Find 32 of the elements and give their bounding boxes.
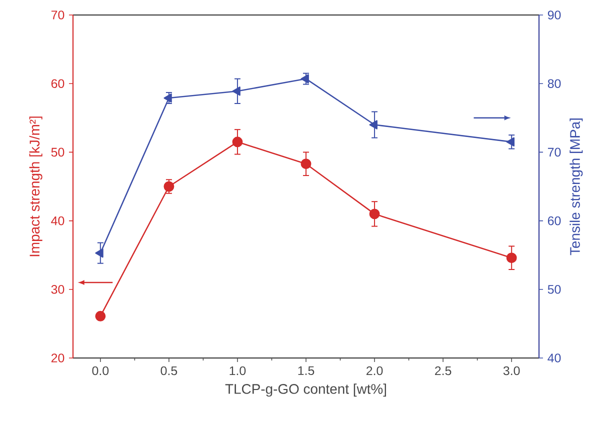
point (95, 248, 104, 258)
x-tick-label: 2.0 (366, 366, 383, 376)
x-tick-label: 0.0 (92, 366, 109, 376)
y-tick-label: 50 (51, 148, 64, 157)
y-tick-label: 70 (51, 10, 64, 20)
y2-tick-label: 40 (548, 354, 561, 362)
y-tick-label: 20 (51, 354, 64, 362)
y2-axis-title: Tensile strength [MPa] (570, 118, 583, 256)
x-tick-label: 1.5 (298, 366, 314, 376)
point (300, 158, 312, 170)
y-tick-label: 40 (51, 216, 64, 226)
x-tick-label: 0.5 (160, 366, 178, 376)
point (232, 86, 240, 96)
y2-tick-label: 90 (548, 10, 561, 20)
x-tick-label: 2.5 (435, 366, 452, 376)
point (369, 208, 380, 220)
y2-tick-label: 80 (548, 79, 561, 88)
y2-tick-label: 50 (548, 285, 561, 294)
y2-tick-label: 70 (548, 148, 561, 157)
point (506, 252, 517, 264)
point (300, 74, 309, 84)
y2-tick-label: 60 (548, 216, 561, 226)
point (506, 137, 515, 147)
point (95, 310, 106, 322)
x-tick-label: 1.0 (230, 366, 246, 376)
point (232, 136, 243, 148)
x-axis-title: TLCP-g-GO content [wt%] (225, 384, 386, 397)
y-axis-title: Impact strength [kJ/m²] (29, 116, 42, 256)
point (369, 120, 378, 130)
y-tick-label: 30 (51, 285, 64, 294)
x-tick-label: 3.0 (503, 366, 520, 376)
y-tick-label: 60 (51, 79, 64, 88)
